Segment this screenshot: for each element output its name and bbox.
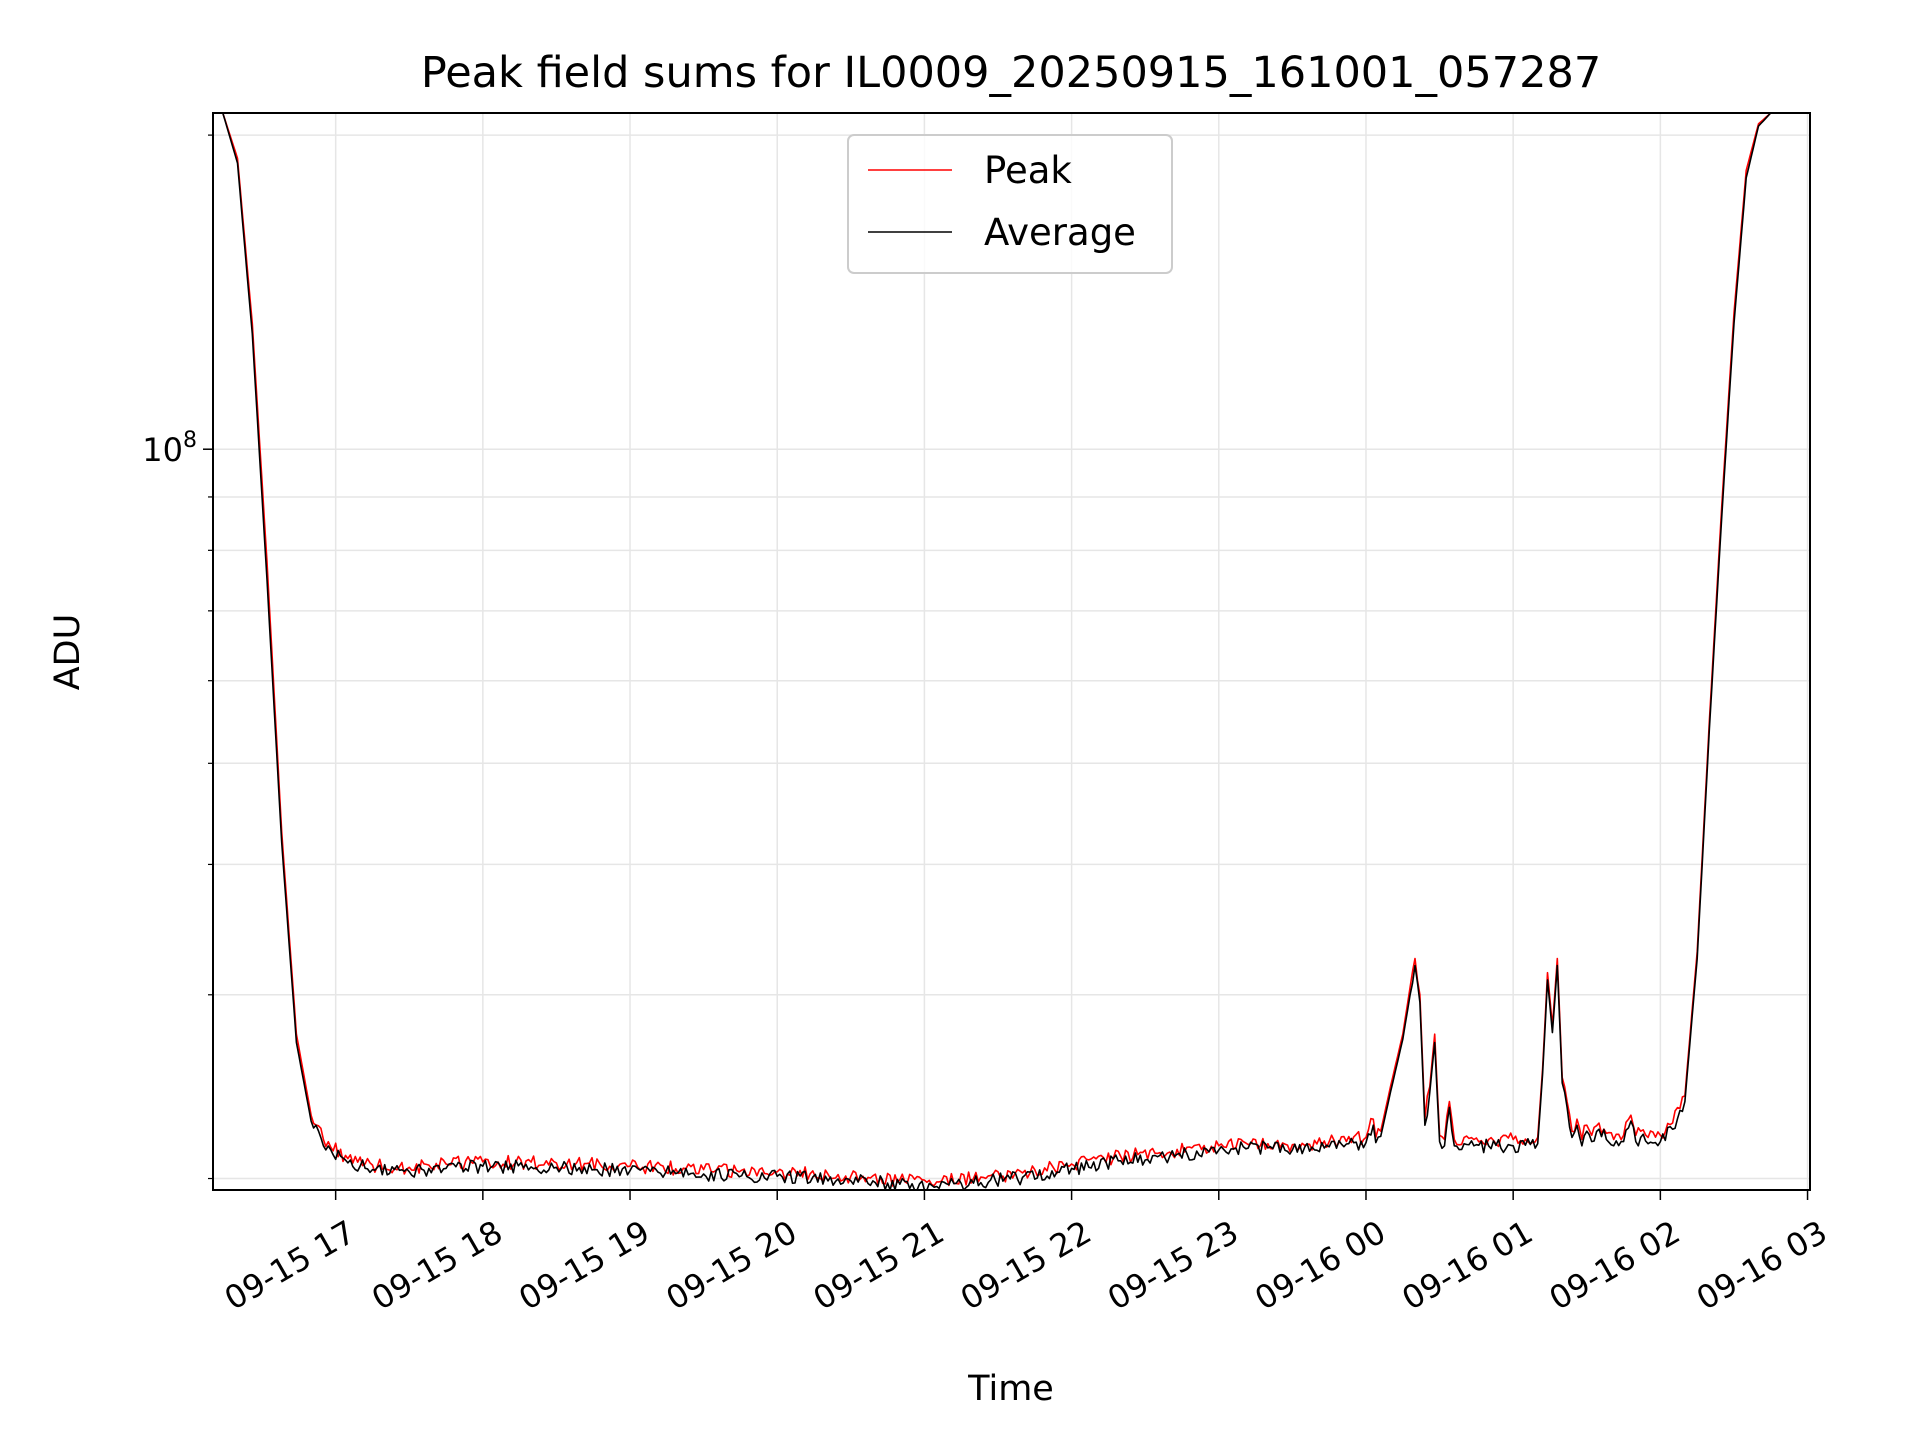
- legend: Peak Average: [847, 134, 1173, 274]
- axes-frame: [212, 112, 1811, 1191]
- data-series: [213, 112, 1810, 1191]
- y-tick-label: 108: [142, 428, 197, 469]
- legend-label-peak: Peak: [984, 149, 1072, 192]
- y-axis-label: ADU: [48, 614, 88, 691]
- series-line-average: [213, 112, 1810, 1191]
- chart-title: Peak field sums for IL0009_20250915_1610…: [421, 48, 1601, 98]
- legend-label-average: Average: [984, 211, 1136, 254]
- x-axis-label: Time: [967, 1369, 1054, 1409]
- grid-lines: [213, 113, 1810, 1190]
